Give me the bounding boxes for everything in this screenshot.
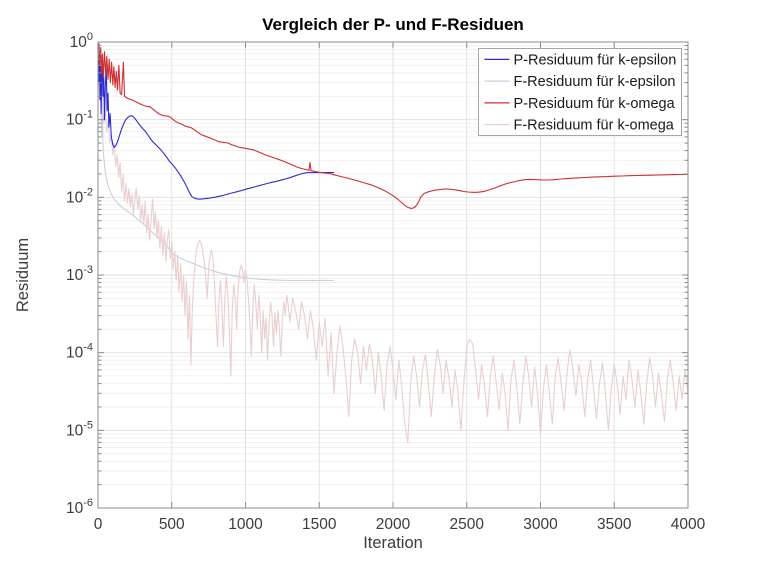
x-tick-label: 500 xyxy=(159,516,185,533)
x-tick-label: 1000 xyxy=(228,516,263,533)
x-tick-label: 2500 xyxy=(450,516,485,533)
x-tick-label: 4000 xyxy=(671,516,706,533)
y-tick-label: 10-2 xyxy=(66,186,93,206)
y-tick-label: 10-6 xyxy=(66,497,93,517)
series-line-p-k-omega xyxy=(97,43,689,209)
y-tick-label: 10-1 xyxy=(66,109,93,129)
legend-label: F-Residuum für k-epsilon xyxy=(514,74,676,90)
x-tick-label: 2000 xyxy=(376,516,411,533)
x-tick-label: 3000 xyxy=(523,516,558,533)
x-tick-label: 1500 xyxy=(302,516,337,533)
y-axis-label: Residuum xyxy=(14,238,32,312)
legend-box xyxy=(478,48,682,136)
series-line-f-k-epsilon xyxy=(97,43,335,282)
chart-title: Vergleich der P- und F-Residuen xyxy=(262,15,524,34)
x-axis-label: Iteration xyxy=(363,534,423,552)
y-tick-label: 10-3 xyxy=(66,264,93,284)
legend-label: P-Residuum für k-epsilon xyxy=(514,52,677,68)
x-tick-label: 3500 xyxy=(597,516,632,533)
series-line-p-k-epsilon xyxy=(97,47,335,200)
chart-generated: 0 500 1000 1500 2000 2500 3000 3500 4000 100 10-1 1… xyxy=(66,31,706,533)
legend-label: P-Residuum für k-omega xyxy=(514,96,676,112)
y-tick-label: 10-4 xyxy=(66,342,93,362)
y-tick-label: 100 xyxy=(70,31,93,51)
series-line-f-k-omega xyxy=(97,45,689,443)
x-tick-label: 0 xyxy=(94,516,103,533)
legend-label: F-Residuum für k-omega xyxy=(514,118,675,134)
y-tick-label: 10-5 xyxy=(66,419,93,439)
